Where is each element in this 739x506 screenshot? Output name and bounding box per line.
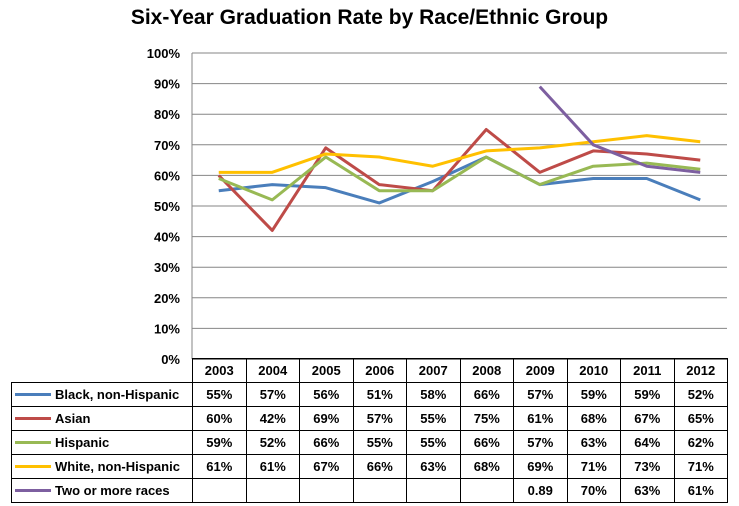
y-tick-label: 80%: [154, 107, 180, 122]
data-label: 61%: [514, 407, 568, 431]
y-axis-ticks: 0% 10% 20% 30% 40% 50% 60% 70% 80% 90% 100%: [147, 46, 181, 367]
x-tick-label: 2009: [514, 359, 568, 383]
series-line-two-or-more-races: [540, 87, 701, 173]
data-label: 55%: [193, 383, 247, 407]
data-label: 61%: [246, 455, 300, 479]
data-label: 52%: [674, 383, 728, 407]
table-row: Two or more races 0.89 70% 63% 61%: [12, 479, 728, 503]
table-row: Hispanic 59% 52% 66% 55% 55% 66% 57% 63% 64% 62%: [12, 431, 728, 455]
x-tick-label: 2011: [621, 359, 675, 383]
data-label: 66%: [353, 455, 407, 479]
legend-entry: Black, non-Hispanic: [12, 383, 193, 407]
legend-label: Two or more races: [55, 483, 170, 498]
data-label: 57%: [246, 383, 300, 407]
y-tick-label: 30%: [154, 260, 180, 275]
y-tick-label: 90%: [154, 77, 180, 92]
legend-key: [15, 489, 51, 492]
x-tick-label: 2003: [193, 359, 247, 383]
legend-key: [15, 441, 51, 444]
x-tick-label: 2005: [300, 359, 354, 383]
data-label: [300, 479, 354, 503]
y-tick-label: 10%: [154, 321, 180, 336]
data-label: 55%: [353, 431, 407, 455]
table-row: Asian 60% 42% 69% 57% 55% 75% 61% 68% 67% 65%: [12, 407, 728, 431]
x-tick-label: 2008: [460, 359, 514, 383]
data-label: 55%: [407, 431, 461, 455]
data-label: 59%: [621, 383, 675, 407]
legend-entry: Two or more races: [12, 479, 193, 503]
data-label: 67%: [300, 455, 354, 479]
data-label: 62%: [674, 431, 728, 455]
data-label: 71%: [674, 455, 728, 479]
table-corner-cell: [12, 359, 193, 383]
table-header-row: 2003 2004 2005 2006 2007 2008 2009 2010 2011 2012: [12, 359, 728, 383]
data-label: 68%: [567, 407, 621, 431]
data-label: [460, 479, 514, 503]
data-label: 58%: [407, 383, 461, 407]
x-tick-label: 2010: [567, 359, 621, 383]
data-label: 75%: [460, 407, 514, 431]
legend-key: [15, 417, 51, 420]
x-tick-label: 2012: [674, 359, 728, 383]
legend-entry: Hispanic: [12, 431, 193, 455]
data-label: 66%: [460, 383, 514, 407]
legend-entry: Asian: [12, 407, 193, 431]
x-tick-label: 2007: [407, 359, 461, 383]
legend-label: Hispanic: [55, 435, 109, 450]
data-label: [193, 479, 247, 503]
data-label: [407, 479, 461, 503]
y-tick-label: 50%: [154, 199, 180, 214]
data-label: [246, 479, 300, 503]
data-label: 55%: [407, 407, 461, 431]
data-label: 68%: [460, 455, 514, 479]
y-tick-label: 20%: [154, 291, 180, 306]
data-label: 69%: [300, 407, 354, 431]
data-label: 66%: [300, 431, 354, 455]
data-label: 63%: [621, 479, 675, 503]
table-row: Black, non-Hispanic 55% 57% 56% 51% 58% 66% 57%…: [12, 383, 728, 407]
legend-entry: White, non-Hispanic: [12, 455, 193, 479]
data-label: 73%: [621, 455, 675, 479]
data-label: 56%: [300, 383, 354, 407]
data-label: 51%: [353, 383, 407, 407]
data-label: 52%: [246, 431, 300, 455]
data-label: 42%: [246, 407, 300, 431]
legend-label: White, non-Hispanic: [55, 459, 180, 474]
data-label: [353, 479, 407, 503]
legend-label: Asian: [55, 411, 90, 426]
x-tick-label: 2004: [246, 359, 300, 383]
y-tick-label: 100%: [147, 46, 181, 61]
data-label: 60%: [193, 407, 247, 431]
data-label: 0.89: [514, 479, 568, 503]
table-row: White, non-Hispanic 61% 61% 67% 66% 63% 68% 69%…: [12, 455, 728, 479]
data-label: 57%: [514, 431, 568, 455]
legend-key: [15, 465, 51, 468]
y-tick-label: 40%: [154, 230, 180, 245]
data-label: 61%: [674, 479, 728, 503]
data-label: 70%: [567, 479, 621, 503]
data-label: 64%: [621, 431, 675, 455]
data-label: 57%: [353, 407, 407, 431]
y-tick-label: 60%: [154, 168, 180, 183]
legend-key: [15, 393, 51, 396]
data-label: 63%: [407, 455, 461, 479]
gridlines: [192, 53, 727, 359]
data-label: 66%: [460, 431, 514, 455]
data-label: 57%: [514, 383, 568, 407]
y-tick-label: 70%: [154, 138, 180, 153]
x-tick-label: 2006: [353, 359, 407, 383]
data-label: 59%: [193, 431, 247, 455]
data-label: 59%: [567, 383, 621, 407]
data-label: 67%: [621, 407, 675, 431]
data-label: 63%: [567, 431, 621, 455]
data-table: 2003 2004 2005 2006 2007 2008 2009 2010 2011 2012…: [11, 358, 728, 503]
data-label: 65%: [674, 407, 728, 431]
data-label: 61%: [193, 455, 247, 479]
data-label: 69%: [514, 455, 568, 479]
series-lines: [219, 87, 701, 231]
legend-label: Black, non-Hispanic: [55, 387, 179, 402]
data-label: 71%: [567, 455, 621, 479]
